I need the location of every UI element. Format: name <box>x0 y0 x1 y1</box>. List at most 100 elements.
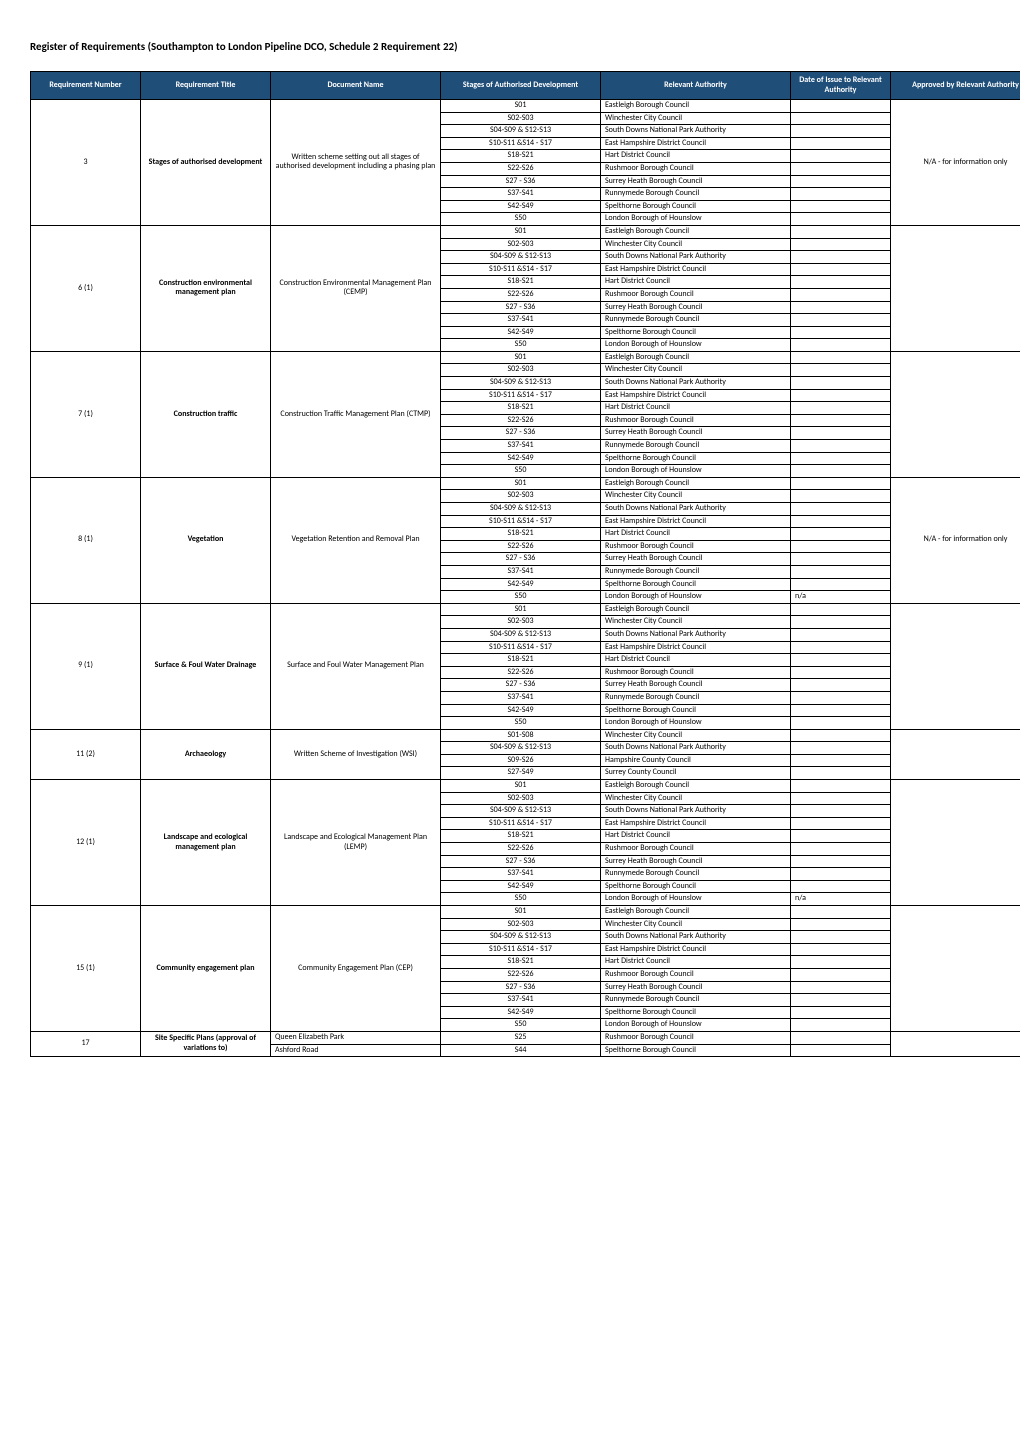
stage: S22-S26 <box>441 288 601 301</box>
issue-date <box>791 175 891 188</box>
authority: London Borough of Hounslow <box>601 1019 791 1032</box>
stage: S04-S09 & S12-S13 <box>441 503 601 516</box>
authority: Surrey County Council <box>601 767 791 780</box>
stage: S01 <box>441 603 601 616</box>
authority: Hart District Council <box>601 150 791 163</box>
requirement-title: Construction environmental management pl… <box>141 225 271 351</box>
stage: S50 <box>441 339 601 352</box>
authority: Rushmoor Borough Council <box>601 414 791 427</box>
issue-date <box>791 767 891 780</box>
stage: S18-S21 <box>441 528 601 541</box>
stage: S50 <box>441 717 601 730</box>
stage: S27 - S36 <box>441 679 601 692</box>
authority: South Downs National Park Authority <box>601 377 791 390</box>
issue-date <box>791 679 891 692</box>
authority: Eastleigh Borough Council <box>601 100 791 113</box>
stage: S10-S11 &S14 - S17 <box>441 641 601 654</box>
stage: S01 <box>441 351 601 364</box>
stage: S18-S21 <box>441 402 601 415</box>
stage: S22-S26 <box>441 968 601 981</box>
stage: S02-S03 <box>441 112 601 125</box>
page-title: Register of Requirements (Southampton to… <box>30 40 990 53</box>
stage: S18-S21 <box>441 276 601 289</box>
stage: S02-S03 <box>441 490 601 503</box>
issue-date <box>791 817 891 830</box>
stage: S37-S41 <box>441 314 601 327</box>
issue-date <box>791 1044 891 1057</box>
requirement-title: Construction traffic <box>141 351 271 477</box>
document-name: Surface and Foul Water Management Plan <box>271 603 441 729</box>
document-name: Vegetation Retention and Removal Plan <box>271 477 441 603</box>
authority: Spelthorne Borough Council <box>601 1044 791 1057</box>
col-header: Date of Issue to Relevant Authority <box>791 72 891 100</box>
issue-date <box>791 263 891 276</box>
authority: East Hampshire District Council <box>601 137 791 150</box>
stage: S01 <box>441 780 601 793</box>
issue-date <box>791 994 891 1007</box>
stage: S01 <box>441 100 601 113</box>
requirement-number: 15 (1) <box>31 906 141 1032</box>
stage: S27 - S36 <box>441 981 601 994</box>
requirement-title: Vegetation <box>141 477 271 603</box>
document-name: Construction Environmental Management Pl… <box>271 225 441 351</box>
stage: S50 <box>441 465 601 478</box>
authority: East Hampshire District Council <box>601 943 791 956</box>
issue-date <box>791 251 891 264</box>
stage: S37-S41 <box>441 565 601 578</box>
stage: S27 - S36 <box>441 301 601 314</box>
issue-date <box>791 276 891 289</box>
stage: S42-S49 <box>441 880 601 893</box>
authority: Hart District Council <box>601 654 791 667</box>
issue-date <box>791 465 891 478</box>
issue-date <box>791 200 891 213</box>
issue-date <box>791 956 891 969</box>
issue-date <box>791 364 891 377</box>
authority: Rushmoor Borough Council <box>601 162 791 175</box>
authority: South Downs National Park Authority <box>601 931 791 944</box>
authority: Winchester City Council <box>601 792 791 805</box>
stage: S04-S09 & S12-S13 <box>441 251 601 264</box>
issue-date <box>791 565 891 578</box>
issue-date: n/a <box>791 893 891 906</box>
stage: S50 <box>441 1019 601 1032</box>
stage: S27 - S36 <box>441 427 601 440</box>
issue-date <box>791 351 891 364</box>
authority: South Downs National Park Authority <box>601 628 791 641</box>
requirements-table: Requirement Number Requirement Title Doc… <box>30 71 1020 1057</box>
document-name: Construction Traffic Management Plan (CT… <box>271 351 441 477</box>
authority: Surrey Heath Borough Council <box>601 553 791 566</box>
table-row: 9 (1)Surface & Foul Water DrainageSurfac… <box>31 603 1020 616</box>
stage: S18-S21 <box>441 654 601 667</box>
requirement-number: 8 (1) <box>31 477 141 603</box>
stage: S42-S49 <box>441 452 601 465</box>
issue-date <box>791 868 891 881</box>
stage: S10-S11 &S14 - S17 <box>441 817 601 830</box>
issue-date <box>791 477 891 490</box>
issue-date <box>791 616 891 629</box>
issue-date <box>791 742 891 755</box>
stage: S42-S49 <box>441 1006 601 1019</box>
approved-by <box>891 225 1020 351</box>
requirement-title: Stages of authorised development <box>141 100 271 226</box>
stage: S42-S49 <box>441 200 601 213</box>
approved-by <box>891 603 1020 729</box>
stage: S02-S03 <box>441 616 601 629</box>
stage: S02-S03 <box>441 918 601 931</box>
issue-date <box>791 754 891 767</box>
stage: S25 <box>441 1031 601 1044</box>
issue-date <box>791 1031 891 1044</box>
issue-date <box>791 1006 891 1019</box>
stage: S22-S26 <box>441 162 601 175</box>
requirement-title: Landscape and ecological management plan <box>141 780 271 906</box>
document-name: Landscape and Ecological Management Plan… <box>271 780 441 906</box>
issue-date <box>791 729 891 742</box>
authority: Winchester City Council <box>601 112 791 125</box>
approved-by: N/A - for information only <box>891 477 1020 603</box>
authority: Hart District Council <box>601 830 791 843</box>
table-row: 17Site Specific Plans (approval of varia… <box>31 1031 1020 1044</box>
issue-date <box>791 150 891 163</box>
table-row: 15 (1)Community engagement planCommunity… <box>31 906 1020 919</box>
table-row: 12 (1)Landscape and ecological managemen… <box>31 780 1020 793</box>
stage: S01-S08 <box>441 729 601 742</box>
issue-date <box>791 238 891 251</box>
